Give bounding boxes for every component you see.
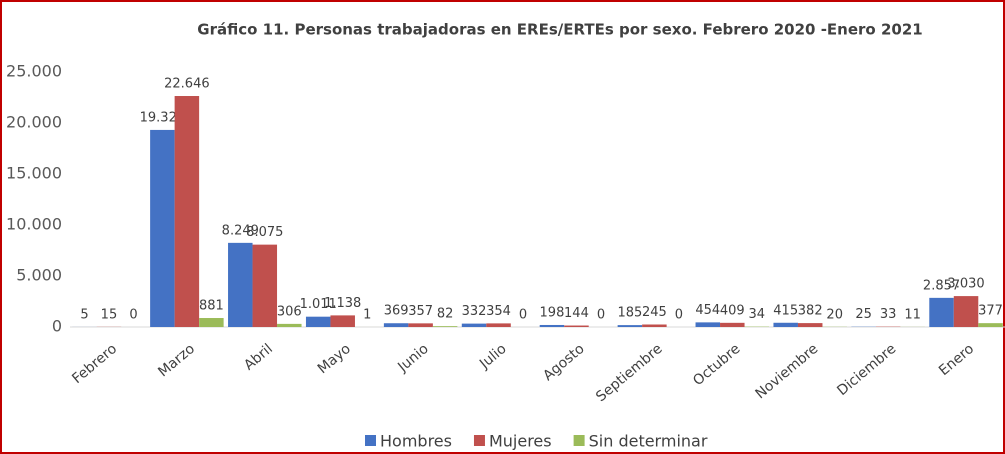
data-label: 0 [675,308,683,323]
data-label: 0 [597,308,605,323]
data-label: 22.646 [164,77,210,92]
bar [432,326,458,327]
data-label: 3.030 [947,277,984,292]
data-label: 415 [773,303,798,318]
data-label: 354 [486,304,511,319]
bar [383,323,409,327]
data-label: 0 [129,308,137,323]
data-label: 409 [720,303,745,318]
bar [773,322,798,327]
data-label: 34 [749,307,766,322]
data-label: 82 [437,307,454,322]
bar [797,323,823,327]
bar [408,323,433,327]
legend-swatch [473,435,485,446]
chart-title: Gráfico 11. Personas trabajadoras en ERE… [197,21,922,39]
bar [305,316,331,327]
data-label: 198 [540,305,565,320]
bar [277,323,302,327]
data-label: 369 [384,304,409,319]
data-label: 19.321 [140,110,186,125]
bar [252,244,278,327]
bar [642,324,667,327]
data-label: 332 [462,304,487,319]
y-tick-label: 15.000 [6,164,62,183]
data-label: 11 [904,307,921,322]
data-label: 2.857 [923,278,960,293]
bar [720,322,745,327]
bar [228,242,253,327]
data-label: 1.011 [300,297,337,312]
data-label: 33 [880,307,897,322]
bar [564,325,589,327]
data-label: 245 [642,305,667,320]
bar [199,318,224,327]
bar [486,323,511,327]
legend-label: Mujeres [489,432,552,451]
y-tick-label: 5.000 [16,266,62,285]
legend-label: Hombres [380,432,452,451]
bar [539,324,565,327]
data-label: 0 [519,308,527,323]
data-label: 306 [277,304,302,319]
data-label: 5 [80,307,88,322]
legend-swatch [365,435,376,446]
data-label: 382 [798,304,823,319]
bar [978,323,1003,327]
data-label: 881 [199,299,224,314]
bar [953,296,979,327]
bar [174,96,200,327]
y-tick-label: 20.000 [6,113,62,132]
data-label: 1.138 [324,296,361,311]
data-label: 20 [826,307,843,322]
data-label: 377 [978,304,1003,319]
data-label: 454 [695,303,720,318]
data-label: 25 [855,307,872,322]
bar [617,325,643,327]
data-label: 8.075 [246,225,283,240]
bar [929,297,954,327]
y-tick-label: 10.000 [6,215,62,234]
data-label: 144 [564,306,589,321]
bar [695,322,721,327]
y-tick-label: 25.000 [6,62,62,81]
data-label: 1 [363,307,371,322]
legend-label: Sin determinar [589,432,708,451]
y-tick-label: 0 [52,317,62,336]
legend-swatch [573,435,585,446]
data-label: 8.249 [222,223,259,238]
bar [330,315,355,327]
data-label: 185 [617,306,642,321]
bar [150,129,175,327]
data-label: 357 [408,304,433,319]
data-label: 15 [101,307,118,322]
bar [461,323,487,327]
